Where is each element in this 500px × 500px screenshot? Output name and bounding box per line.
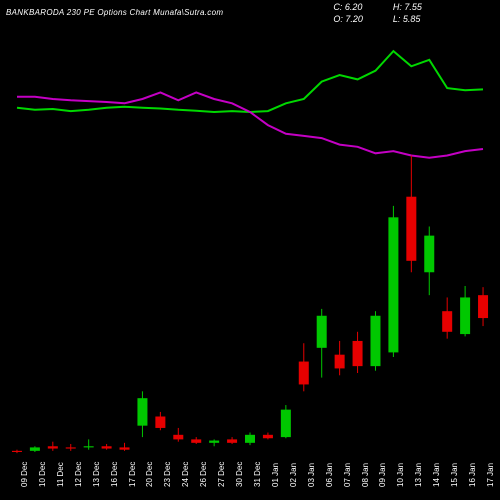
high-value: H: 7.55 — [393, 2, 422, 12]
x-tick-label: 23 Dec — [163, 462, 172, 487]
x-tick-label: 27 Dec — [217, 462, 226, 487]
candle-body — [353, 341, 363, 366]
x-tick-label: 01 Jan — [271, 463, 280, 487]
candle-body — [120, 447, 130, 449]
x-tick-label: 16 Jan — [468, 463, 477, 487]
candle-body — [227, 439, 237, 442]
candle-body — [370, 316, 380, 366]
candle-body — [424, 236, 434, 273]
candle-body — [299, 362, 309, 385]
candle-body — [245, 435, 255, 443]
x-tick-label: 20 Dec — [145, 462, 154, 487]
x-tick-label: 12 Dec — [74, 462, 83, 487]
candle-body — [406, 197, 416, 261]
chart-header: BANKBARODA 230 PE Options Chart Munafa\S… — [0, 0, 500, 25]
x-tick-label: 09 Jan — [378, 463, 387, 487]
candle-body — [388, 217, 398, 352]
x-tick-label: 15 Jan — [450, 463, 459, 487]
x-tick-label: 16 Dec — [110, 462, 119, 487]
candle-body — [191, 439, 201, 442]
x-tick-label: 17 Dec — [128, 462, 137, 487]
candle-body — [478, 295, 488, 318]
x-tick-label: 06 Jan — [325, 463, 334, 487]
candle-body — [12, 451, 22, 452]
candle-body — [30, 447, 40, 450]
candle-body — [102, 446, 112, 448]
x-axis: 09 Dec 10 Dec 11 Dec 12 Dec 13 Dec 16 Dec 17 D… — [0, 460, 500, 500]
candle-body — [281, 410, 291, 437]
open-value: O: 7.20 — [333, 14, 363, 24]
candle-body — [442, 311, 452, 332]
x-tick-label: 26 Dec — [199, 462, 208, 487]
candle-body — [209, 441, 219, 443]
low-value: L: 5.85 — [393, 14, 422, 24]
x-tick-label: 03 Jan — [307, 463, 316, 487]
indicator-green-line — [17, 51, 483, 112]
candle-body — [66, 447, 76, 448]
candle-body — [84, 446, 94, 447]
candle-body — [460, 297, 470, 334]
ohlc-display: C: 6.20 O: 7.20 H: 7.55 L: 5.85 — [333, 2, 422, 24]
candle-body — [48, 446, 58, 448]
indicator-magenta-line — [17, 92, 483, 157]
chart-plot-area — [0, 25, 500, 460]
x-tick-label: 10 Dec — [38, 462, 47, 487]
candle-body — [155, 417, 165, 428]
x-tick-label: 24 Dec — [181, 462, 190, 487]
chart-svg — [0, 25, 500, 460]
x-tick-label: 31 Dec — [253, 462, 262, 487]
x-tick-label: 07 Jan — [343, 463, 352, 487]
x-tick-label: 13 Dec — [92, 462, 101, 487]
x-tick-label: 08 Jan — [361, 463, 370, 487]
x-tick-label: 10 Jan — [396, 463, 405, 487]
candle-body — [173, 435, 183, 440]
x-tick-label: 02 Jan — [289, 463, 298, 487]
x-tick-label: 17 Jan — [486, 463, 495, 487]
chart-title: BANKBARODA 230 PE Options Chart Munafa\S… — [6, 8, 223, 17]
close-value: C: 6.20 — [333, 2, 363, 12]
candle-body — [335, 355, 345, 369]
candle-body — [137, 398, 147, 425]
x-tick-label: 13 Jan — [414, 463, 423, 487]
x-tick-label: 09 Dec — [20, 462, 29, 487]
x-tick-label: 14 Jan — [432, 463, 441, 487]
candle-body — [263, 435, 273, 438]
x-tick-label: 11 Dec — [56, 462, 65, 487]
candle-body — [317, 316, 327, 348]
x-tick-label: 30 Dec — [235, 462, 244, 487]
